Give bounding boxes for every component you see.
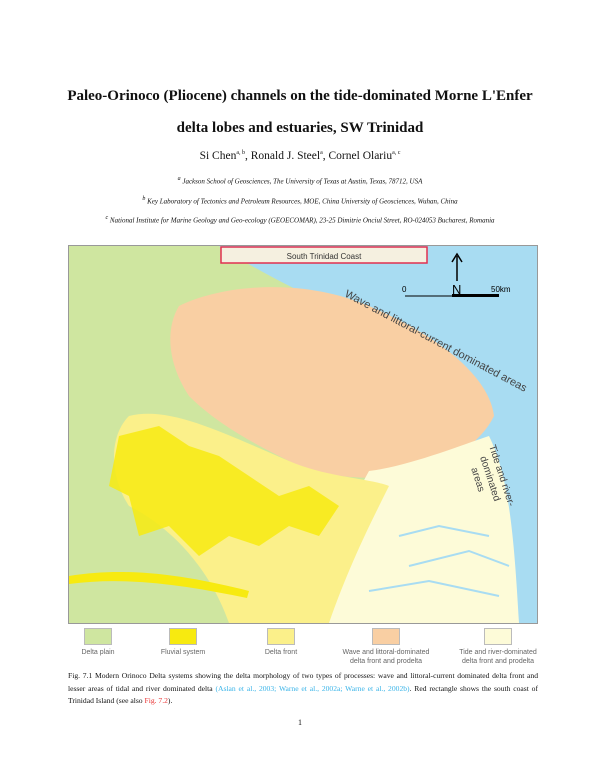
- tidal-channels: [368, 524, 510, 597]
- sea-area: [219, 246, 537, 623]
- authors: Si Chena, b, Ronald J. Steela, Cornel Ol…: [199, 150, 401, 162]
- fluvial-system-area: [109, 426, 339, 556]
- fluvial-channel: [69, 571, 249, 598]
- orinoco-delta-map: South Trinidad Coast Wave and littoral-c…: [68, 245, 538, 624]
- figure-caption: Fig. 7.1 Modern Orinoco Delta systems sh…: [68, 671, 538, 705]
- title-line-2: delta lobes and estuaries, SW Trinidad: [176, 120, 424, 136]
- legend-delta-front: Delta front: [251, 628, 311, 657]
- figure-link[interactable]: Fig. 7.2: [144, 696, 168, 705]
- title-line-1: Paleo-Orinoco (Pliocene) channels on the…: [67, 88, 533, 104]
- legend-delta-plain: Delta plain: [68, 628, 128, 657]
- coast-label: South Trinidad Coast: [287, 252, 362, 261]
- wave-dominated-area: [170, 287, 495, 478]
- tide-label: Tide and river- dominated areas: [468, 444, 516, 508]
- scale-bar: 0 50km: [402, 285, 511, 297]
- south-trinidad-coast-box: [220, 246, 428, 264]
- legend-wave-dominated: Wave and littoral-dominated delta front a…: [328, 628, 444, 666]
- citation-link[interactable]: (Aslan et al., 2003; Warne et al., 2002a…: [215, 683, 410, 693]
- affiliation-a: a Jackson School of Geosciences, The Uni…: [177, 176, 423, 186]
- map-legend: Delta plain Fluvial system Delta front W…: [68, 628, 537, 668]
- svg-text:0: 0: [402, 285, 407, 294]
- affiliation-c: c National Institute for Marine Geology …: [105, 215, 495, 225]
- legend-tide-dominated: Tide and river-dominated delta front and …: [448, 628, 548, 666]
- north-arrow-icon: N: [451, 252, 463, 297]
- legend-fluvial-system: Fluvial system: [148, 628, 218, 657]
- affiliation-b: b Key Laboratory of Tectonics and Petrol…: [142, 196, 458, 206]
- svg-text:50km: 50km: [491, 285, 511, 294]
- svg-text:N: N: [452, 282, 461, 297]
- page-number: 1: [298, 718, 302, 727]
